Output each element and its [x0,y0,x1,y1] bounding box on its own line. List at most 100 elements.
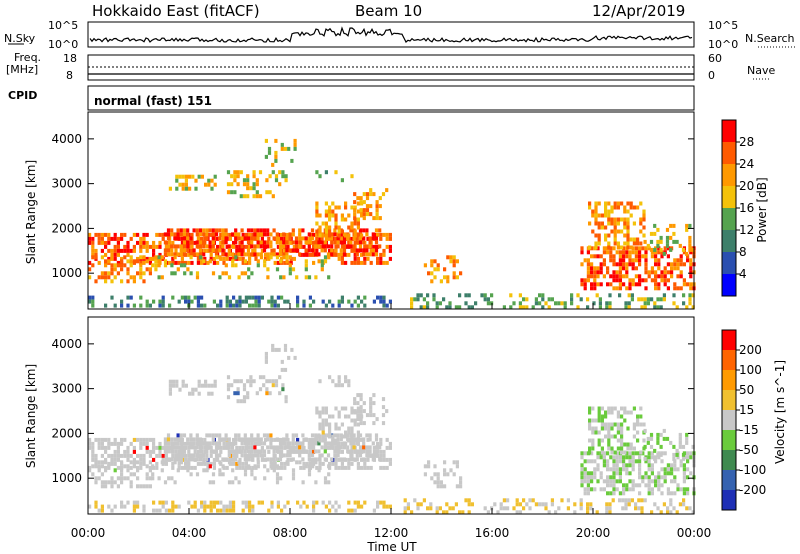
range-cell [232,303,236,308]
range-cell [286,232,290,237]
range-cell [388,461,392,466]
range-cell [657,250,661,255]
range-cell [547,305,551,310]
range-cell [100,255,104,260]
range-cell [362,192,366,197]
range-cell [312,457,316,462]
range-cell [110,457,114,462]
range-cell [321,500,325,505]
range-cell [235,465,239,470]
range-cell [673,258,677,263]
range-cell [207,383,211,388]
range-cell [211,480,216,485]
range-cell [173,236,177,241]
range-cell [97,445,101,450]
range-cell [382,457,386,462]
range-cell [626,237,630,242]
range-cell [591,430,595,435]
range-cell [372,299,376,304]
range-cell [324,201,328,206]
range-cell [126,449,130,454]
range-cell [654,286,658,291]
range-cell [259,232,263,237]
range-cell [333,252,337,257]
range-cell [350,418,354,423]
range-cell [250,433,254,438]
range-cell [580,483,584,488]
range-cell [594,209,598,214]
range-cell [579,502,583,507]
range-cell [646,436,650,441]
range-cell [100,441,104,446]
range-cell [580,282,584,287]
range-cell [600,225,604,230]
range-cell [467,502,471,507]
range-cell [225,504,229,509]
range-cell [326,252,331,257]
range-cell [157,259,161,264]
range-cell [264,138,268,143]
range-cell [352,248,356,253]
power-frame [87,111,695,310]
range-cell [604,225,608,230]
range-cell [382,260,386,265]
range-cell [324,406,328,411]
range-cell [340,299,344,304]
range-cell [233,190,237,195]
y-tick-label: 3000 [51,382,82,396]
range-cell [278,391,282,396]
range-cell [382,449,386,454]
range-cell [336,445,340,450]
range-cell [666,467,670,472]
range-cell [104,449,108,454]
range-cell [686,455,690,460]
range-cell [251,248,255,253]
range-cell [136,465,140,470]
range-cell [613,205,617,210]
range-cell [230,190,234,195]
range-cell [171,508,175,513]
range-cell [660,278,664,283]
range-cell [591,229,595,234]
range-cell [593,467,597,472]
range-cell [94,464,98,469]
range-cell [265,379,269,384]
range-cell [353,260,357,265]
range-cell [110,271,114,276]
range-cell [356,221,360,226]
range-cell [170,437,174,442]
range-cell [355,232,359,237]
range-cell [205,468,209,473]
range-cell [622,455,626,460]
range-cell [688,301,692,306]
range-cell [347,438,351,443]
range-cell [681,456,686,461]
range-cell [198,457,203,462]
range-cell [618,479,622,484]
range-cell [598,305,602,310]
range-cell [282,252,286,257]
range-cell [632,237,636,242]
colorbar-segment [722,490,736,510]
range-cell [378,228,382,233]
range-cell [541,502,545,507]
range-cell [638,262,642,267]
range-cell [353,401,357,406]
range-cell [173,441,177,446]
range-cell [637,297,641,302]
colorbar-tick-label: 12 [739,223,754,237]
range-cell [203,248,207,253]
range-cell [283,504,287,509]
x-tick-label: 08:00 [273,526,308,540]
range-cell [318,410,322,415]
range-cell [318,426,322,431]
range-cell [615,459,619,464]
range-cell [654,270,658,275]
range-cell [194,178,198,183]
range-cell [116,236,120,241]
range-cell [285,236,289,241]
range-cell [233,174,237,179]
range-cell [248,256,252,261]
range-cell [171,453,175,458]
